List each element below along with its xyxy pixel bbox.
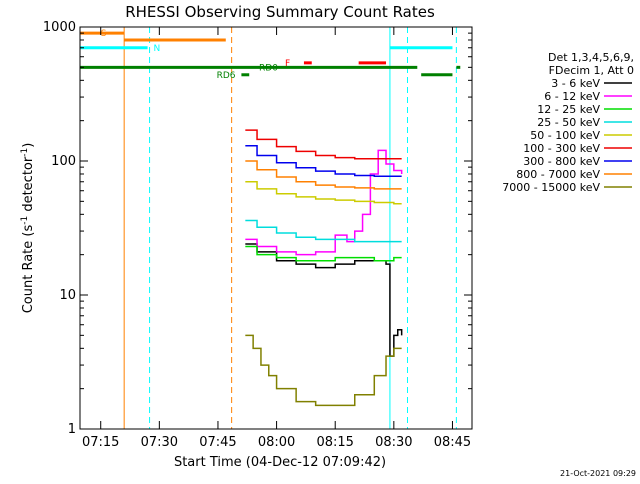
x-tick-label-5: 08:30 <box>375 435 412 450</box>
legend-label-1: 6 - 12 keV <box>544 90 600 103</box>
y-axis-label: Count Rate (s-1 detector-1) <box>20 143 36 314</box>
series-line-4 <box>245 181 402 205</box>
state-bar-label-10: RD0 <box>259 63 278 73</box>
state-bar-label-4: F <box>285 59 290 69</box>
x-tick-label-4: 08:15 <box>316 435 353 450</box>
legend-label-6: 300 - 800 keV <box>523 155 600 168</box>
legend-label-3: 25 - 50 keV <box>537 116 600 129</box>
legend-header-0: Det 1,3,4,5,6,9, <box>548 51 634 64</box>
y-tick-label-3: 1000 <box>43 20 76 35</box>
y-axis-label-sup: -1 <box>20 216 30 225</box>
state-bar-label-8: RD6 <box>217 71 236 81</box>
x-tick-label-3: 08:00 <box>258 435 295 450</box>
series-line-8 <box>245 334 402 407</box>
y-tick-label-2: 100 <box>51 154 76 169</box>
legend-label-8: 7000 - 15000 keV <box>502 181 600 194</box>
x-tick-label-2: 07:45 <box>199 435 236 450</box>
plot-frame <box>79 26 473 430</box>
y-axis-label-sup2: -1 <box>20 148 30 157</box>
legend-label-5: 100 - 300 keV <box>523 142 600 155</box>
x-tick-label-6: 08:45 <box>434 435 471 450</box>
y-axis-label-tail: detector <box>21 156 36 216</box>
series-line-3 <box>245 219 402 243</box>
state-bars: S N F RD6 RD0 <box>80 29 461 81</box>
legend-label-0: 3 - 6 keV <box>551 77 600 90</box>
series-lines <box>245 129 403 407</box>
footer-timestamp: 21-Oct-2021 09:29 <box>560 469 636 478</box>
y-axis-label-main: Count Rate (s <box>21 225 36 314</box>
series-line-5 <box>245 129 402 160</box>
y-tick-label-1: 10 <box>59 288 76 303</box>
x-tick-label-0: 07:15 <box>82 435 119 450</box>
state-bar-label-2: N <box>154 44 161 54</box>
y-tick-label-0: 1 <box>68 422 76 437</box>
y-axis-label-close: ) <box>21 143 36 148</box>
x-tick-label-1: 07:30 <box>141 435 178 450</box>
series-line-0 <box>245 243 403 357</box>
legend-label-7: 800 - 7000 keV <box>516 168 600 181</box>
state-bar-label-0: S <box>101 29 107 39</box>
axes: 1 10 100 1000 07:15 07:30 07:45 08:00 08:15 08:30… <box>43 20 473 450</box>
x-axis-label: Start Time (04-Dec-12 07:09:42) <box>174 455 386 470</box>
legend-header-1: FDecim 1, Att 0 <box>549 64 634 77</box>
chart-title: RHESSI Observing Summary Count Rates <box>125 3 435 21</box>
series-line-7 <box>245 160 402 190</box>
legend: Det 1,3,4,5,6,9,FDecim 1, Att 03 - 6 keV… <box>502 51 634 194</box>
legend-label-2: 12 - 25 keV <box>537 103 600 116</box>
series-line-6 <box>245 144 402 177</box>
legend-label-4: 50 - 100 keV <box>530 129 600 142</box>
series-line-2 <box>245 245 402 262</box>
